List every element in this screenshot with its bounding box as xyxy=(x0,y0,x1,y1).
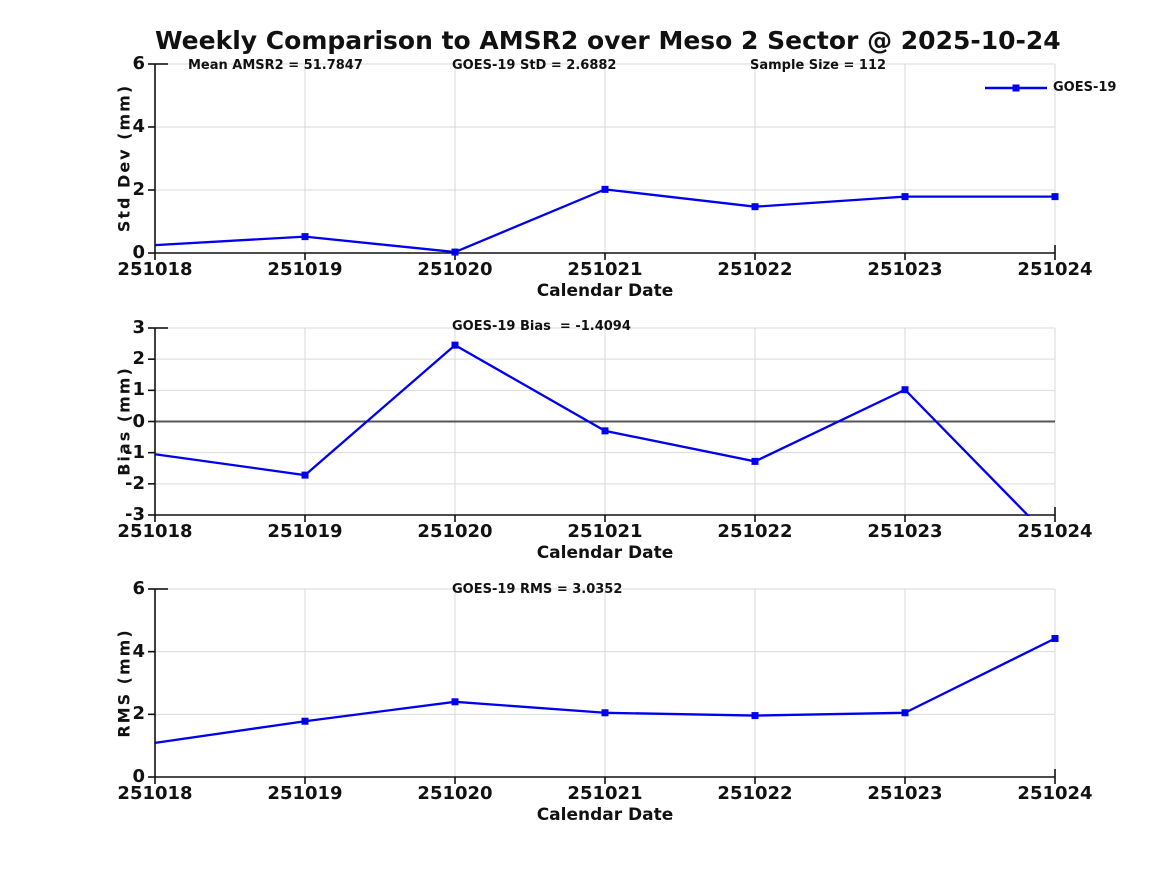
x-tick-label: 251024 xyxy=(1017,783,1093,804)
ylabel-std-dev: Std Dev (mm) xyxy=(114,83,134,233)
x-tick-label: 251020 xyxy=(417,521,493,542)
rms-series-marker xyxy=(601,709,609,717)
y-tick-label: 2 xyxy=(132,703,145,725)
y-tick-label: 4 xyxy=(132,640,145,662)
std-dev-series-marker xyxy=(1051,193,1059,201)
y-tick-label: 4 xyxy=(132,116,145,137)
annotation-sample-size: Sample Size = 112 xyxy=(750,58,887,73)
x-tick-label: 251022 xyxy=(717,259,793,280)
rms-series-marker xyxy=(751,712,759,720)
bias-series-marker xyxy=(301,471,309,479)
legend-marker-sample xyxy=(1012,84,1020,92)
std-dev-series-marker xyxy=(901,193,909,201)
rms-series-marker xyxy=(901,709,909,717)
bias-series-marker xyxy=(751,457,759,465)
x-tick-label: 251021 xyxy=(567,259,643,280)
y-tick-label: -1 xyxy=(125,441,145,463)
rms-series-marker xyxy=(1051,635,1059,643)
x-tick-label: 251023 xyxy=(867,521,943,542)
y-tick-label: 2 xyxy=(132,179,145,200)
x-tick-label: 251020 xyxy=(417,259,493,280)
x-tick-label: 251023 xyxy=(867,783,943,804)
annotation-goes19-rms: GOES-19 RMS = 3.0352 xyxy=(452,582,623,597)
annotation-mean-amsr2: Mean AMSR2 = 51.7847 xyxy=(188,58,363,73)
y-tick-label: 6 xyxy=(132,53,145,74)
x-tick-label: 251018 xyxy=(117,783,193,804)
x-tick-label: 251021 xyxy=(567,783,643,804)
y-tick-label: 1 xyxy=(132,379,145,401)
y-tick-label: 2 xyxy=(132,348,145,370)
bias-series-marker xyxy=(601,427,609,435)
xlabel-calendar-date-2: Calendar Date xyxy=(536,543,674,563)
bias-series-marker xyxy=(451,341,459,349)
annotation-goes19-bias: GOES-19 Bias = -1.4094 xyxy=(452,319,631,334)
bias-series-marker xyxy=(901,386,909,394)
std-dev-series-marker xyxy=(451,248,459,256)
y-tick-label: 6 xyxy=(132,578,145,599)
x-tick-label: 251018 xyxy=(117,521,193,542)
std-dev-series-marker xyxy=(601,185,609,193)
y-tick-label: -3 xyxy=(125,504,145,525)
x-tick-label: 251024 xyxy=(1017,521,1093,542)
y-tick-label: 0 xyxy=(132,242,145,263)
x-tick-label: 251024 xyxy=(1017,259,1093,280)
annotation-goes19-std: GOES-19 StD = 2.6882 xyxy=(452,58,617,73)
figure-title: Weekly Comparison to AMSR2 over Meso 2 S… xyxy=(155,26,1061,55)
x-tick-label: 251018 xyxy=(117,259,193,280)
x-tick-label: 251021 xyxy=(567,521,643,542)
rms-series-marker xyxy=(301,717,309,725)
x-tick-label: 251019 xyxy=(267,783,343,804)
x-tick-label: 251020 xyxy=(417,783,493,804)
x-tick-label: 251022 xyxy=(717,521,793,542)
y-tick-label: 0 xyxy=(132,766,145,787)
xlabel-calendar-date-3: Calendar Date xyxy=(536,805,674,825)
x-tick-label: 251023 xyxy=(867,259,943,280)
y-tick-label: 0 xyxy=(132,410,145,432)
std-dev-series-marker xyxy=(301,233,309,241)
y-tick-label: 3 xyxy=(132,317,145,338)
x-tick-label: 251022 xyxy=(717,783,793,804)
y-tick-label: -2 xyxy=(125,472,145,494)
xlabel-calendar-date-1: Calendar Date xyxy=(536,281,674,301)
legend-label-goes19: GOES-19 xyxy=(1053,80,1117,95)
x-tick-label: 251019 xyxy=(267,259,343,280)
rms-series-marker xyxy=(451,698,459,706)
x-tick-label: 251019 xyxy=(267,521,343,542)
std-dev-series-marker xyxy=(751,203,759,211)
